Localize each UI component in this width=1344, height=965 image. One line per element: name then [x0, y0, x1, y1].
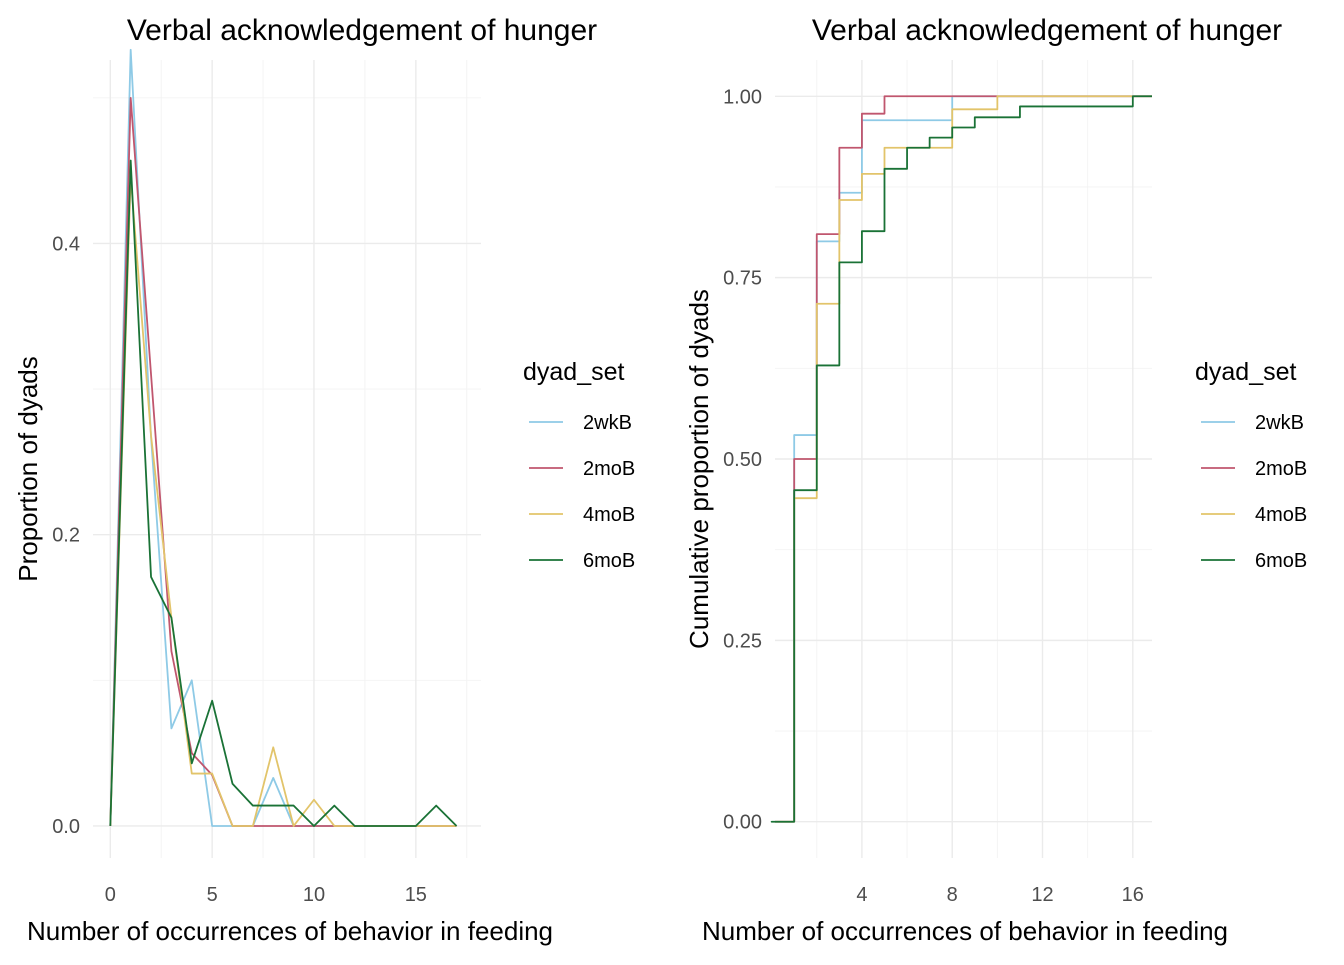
histogram-grid [93, 60, 481, 858]
cumulative-grid [775, 60, 1152, 858]
histogram-series-2wkB-line [109, 48, 457, 827]
histogram-y-tick-label: 0.4 [52, 233, 80, 255]
cumulative-title: Verbal acknowledgement of hunger [812, 14, 1282, 47]
cumulative-y-ticks: 0.00 0.25 0.50 0.75 1.00 [723, 86, 762, 833]
histogram-series-2moB-line [109, 96, 457, 827]
cumulative-legend-label-2moB: 2moB [1255, 458, 1307, 480]
cumulative-series-4moB-line [775, 95, 1152, 823]
cumulative-legend-label-6moB: 6moB [1255, 550, 1307, 572]
cumulative-legend: dyad_set 2wkB 2moB 4moB 6moB [1195, 358, 1307, 572]
cumulative-y-tick-label: 0.00 [723, 812, 762, 834]
cumulative-legend-label-4moB: 4moB [1255, 504, 1307, 526]
cumulative-y-tick-label: 0.25 [723, 630, 762, 652]
histogram-y-ticks: 0.0 0.2 0.4 [52, 233, 80, 837]
histogram-legend-label-6moB: 6moB [583, 550, 635, 572]
cumulative-x-axis-title: Number of occurrences of behavior in fee… [702, 916, 1228, 946]
histogram-series-6moB-line [109, 159, 458, 827]
histogram-x-tick-label: 15 [405, 884, 427, 906]
cumulative-legend-title: dyad_set [1195, 358, 1297, 386]
histogram-x-tick-label: 5 [207, 884, 218, 906]
cumulative-x-tick-label: 4 [856, 884, 867, 906]
histogram-x-tick-label: 0 [105, 884, 116, 906]
cumulative-series-2moB-line [775, 95, 1152, 823]
histogram-panel: 0.0 0.2 0.4 0 5 10 15 Verbal acknowledgement … [13, 14, 635, 946]
histogram-x-axis-title: Number of occurrences of behavior in fee… [27, 916, 553, 946]
cumulative-x-tick-label: 12 [1031, 884, 1053, 906]
cumulative-y-tick-label: 0.75 [723, 268, 762, 290]
cumulative-y-tick-label: 1.00 [723, 86, 762, 108]
cumulative-panel: 0.00 0.25 0.50 0.75 1.00 4 8 12 16 Verbal ackno… [684, 14, 1307, 946]
cumulative-y-tick-label: 0.50 [723, 449, 762, 471]
cumulative-y-axis-title: Cumulative proportion of dyads [684, 289, 714, 649]
cumulative-x-ticks: 4 8 12 16 [856, 884, 1144, 906]
cumulative-lines [770, 95, 1152, 823]
histogram-y-tick-label: 0.2 [52, 525, 80, 547]
cumulative-legend-label-2wkB: 2wkB [1255, 412, 1304, 434]
cumulative-x-tick-label: 8 [947, 884, 958, 906]
histogram-legend-label-4moB: 4moB [583, 504, 635, 526]
histogram-title: Verbal acknowledgement of hunger [127, 14, 597, 47]
histogram-legend: dyad_set 2wkB 2moB 4moB 6moB [523, 358, 635, 572]
histogram-x-tick-label: 10 [303, 884, 325, 906]
histogram-legend-label-2wkB: 2wkB [583, 412, 632, 434]
histogram-y-tick-label: 0.0 [52, 816, 80, 838]
histogram-series-4moB-line [109, 175, 457, 827]
cumulative-series-6moB-line [770, 95, 1152, 823]
histogram-lines [109, 48, 458, 827]
histogram-y-axis-title: Proportion of dyads [13, 356, 43, 581]
cumulative-x-tick-label: 16 [1122, 884, 1144, 906]
histogram-x-ticks: 0 5 10 15 [105, 884, 427, 906]
histogram-legend-label-2moB: 2moB [583, 458, 635, 480]
histogram-legend-title: dyad_set [523, 358, 625, 386]
